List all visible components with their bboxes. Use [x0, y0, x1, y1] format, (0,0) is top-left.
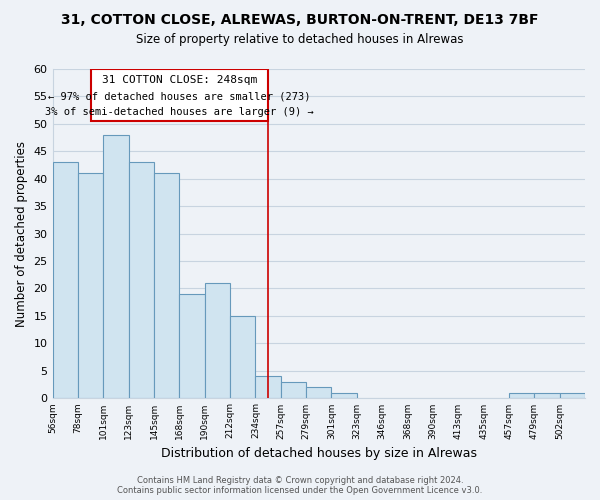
Bar	[128, 162, 154, 398]
FancyBboxPatch shape	[91, 69, 268, 121]
Bar	[53, 162, 78, 398]
Bar	[281, 382, 306, 398]
X-axis label: Distribution of detached houses by size in Alrewas: Distribution of detached houses by size …	[161, 447, 477, 460]
Bar	[306, 387, 331, 398]
Text: 31, COTTON CLOSE, ALREWAS, BURTON-ON-TRENT, DE13 7BF: 31, COTTON CLOSE, ALREWAS, BURTON-ON-TRE…	[61, 12, 539, 26]
Y-axis label: Number of detached properties: Number of detached properties	[15, 140, 28, 326]
Bar	[103, 135, 128, 398]
Text: 31 COTTON CLOSE: 248sqm: 31 COTTON CLOSE: 248sqm	[101, 76, 257, 86]
Text: Size of property relative to detached houses in Alrewas: Size of property relative to detached ho…	[136, 32, 464, 46]
Bar	[179, 294, 205, 398]
Text: Contains HM Land Registry data © Crown copyright and database right 2024.
Contai: Contains HM Land Registry data © Crown c…	[118, 476, 482, 495]
Bar	[154, 173, 179, 398]
Bar	[509, 392, 534, 398]
Bar	[78, 173, 103, 398]
Bar	[205, 283, 230, 398]
Text: 3% of semi-detached houses are larger (9) →: 3% of semi-detached houses are larger (9…	[45, 106, 314, 117]
Text: ← 97% of detached houses are smaller (273): ← 97% of detached houses are smaller (27…	[48, 91, 311, 101]
Bar	[230, 316, 256, 398]
Bar	[256, 376, 281, 398]
Bar	[560, 392, 585, 398]
Bar	[331, 392, 357, 398]
Bar	[534, 392, 560, 398]
